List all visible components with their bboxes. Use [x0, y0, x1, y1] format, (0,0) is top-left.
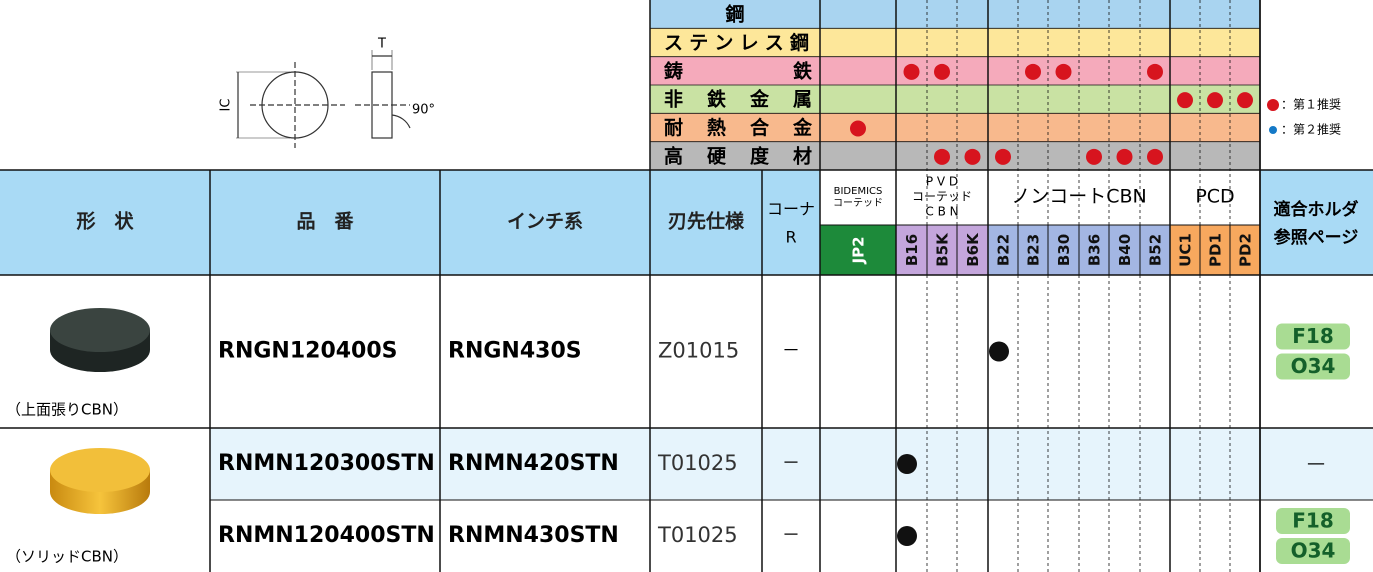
material-band	[650, 0, 1260, 29]
header-label: 適合ホルダ	[1274, 199, 1359, 220]
recommend-dot	[1055, 63, 1072, 80]
group-label: コーテッド	[833, 198, 883, 209]
grade-name: B6K	[964, 232, 982, 267]
recommend-dot	[1025, 63, 1041, 80]
header-label: インチ系	[507, 211, 583, 233]
recommend-dot	[995, 148, 1011, 165]
material-band	[650, 113, 1260, 142]
group-label: P V D	[926, 175, 958, 189]
group-bg	[896, 170, 988, 225]
grade-name: B23	[1025, 234, 1043, 266]
grade-name: B36	[1086, 234, 1104, 266]
header-label: 形 状	[76, 210, 134, 233]
material-name: 鋼	[724, 3, 744, 26]
group-bg	[988, 170, 1170, 225]
legend-dot	[1267, 99, 1279, 111]
legend-text: ：第２推奨	[1281, 123, 1341, 137]
recommend-dot	[1237, 92, 1253, 109]
header-bg	[1260, 170, 1373, 275]
grade-name: JP2	[850, 236, 868, 264]
row-dot	[897, 454, 917, 474]
recommend-dot	[1207, 92, 1223, 109]
edge-spec: T01025	[657, 451, 738, 475]
row-dot	[989, 341, 1009, 362]
inch-number: RNMN420STN	[448, 451, 619, 476]
grade-name: B16	[903, 234, 921, 266]
ic-label: IC	[219, 99, 234, 112]
grade-name: B40	[1116, 234, 1134, 266]
recommend-dot	[1147, 148, 1163, 165]
recommend-dot	[903, 63, 920, 80]
shape-caption: （上面張りCBN）	[6, 401, 128, 419]
recommend-dot	[934, 148, 950, 165]
inch-number: RNGN430S	[448, 339, 582, 364]
group-label: BIDEMICS	[834, 186, 883, 197]
t-label: T	[377, 37, 386, 52]
group-label: PCD	[1195, 186, 1234, 208]
group-label: コーテッド	[912, 190, 972, 204]
holder-badge[interactable]	[1276, 353, 1350, 380]
header-label: 参照ページ	[1274, 227, 1359, 248]
shape-caption: （ソリッドCBN）	[6, 548, 128, 566]
holder-badge[interactable]	[1276, 508, 1350, 534]
recommend-dot	[1177, 92, 1193, 109]
holder-none: —	[1307, 453, 1325, 474]
header-label: 刃先仕様	[668, 210, 745, 233]
edge-spec: T01025	[657, 523, 738, 547]
group-label: C B N	[925, 205, 958, 219]
recommend-dot	[934, 63, 950, 80]
material-band	[650, 56, 1260, 85]
holder-badge[interactable]	[1276, 323, 1350, 350]
insert-images	[50, 308, 150, 514]
corner-r: －	[782, 525, 800, 546]
holder-badge[interactable]	[1276, 538, 1350, 564]
holder-page: F18	[1292, 324, 1334, 348]
part-number: RNMN120400STN	[218, 523, 435, 548]
holder-page: F18	[1292, 509, 1334, 533]
grade-bg	[820, 225, 896, 275]
holder-page: O34	[1291, 354, 1336, 378]
group-label: ノンコートCBN	[1011, 186, 1147, 208]
part-number: RNMN120300STN	[218, 451, 435, 476]
grade-bg	[896, 225, 988, 275]
row-dot	[897, 526, 917, 546]
grade-name: PD2	[1237, 233, 1255, 267]
grade-name: UC1	[1177, 233, 1195, 267]
grade-name: B22	[995, 234, 1013, 266]
grade-bg	[1170, 225, 1260, 275]
grade-name: B5K	[934, 232, 952, 267]
header-label: コーナ	[767, 200, 815, 219]
header-label: 品 番	[296, 211, 354, 233]
recommend-dot	[1086, 148, 1102, 165]
material-band	[650, 85, 1260, 114]
corner-r: －	[782, 341, 800, 362]
header-label: R	[785, 228, 796, 247]
corner-r: －	[782, 453, 800, 474]
header-bg	[0, 170, 820, 275]
holder-page: O34	[1291, 539, 1336, 563]
recommend-dot	[1116, 148, 1133, 165]
inch-number: RNMN430STN	[448, 523, 619, 548]
legend-dot	[1269, 126, 1277, 134]
material-band	[650, 28, 1260, 57]
grade-name: B52	[1147, 234, 1165, 266]
dimension-diagram	[236, 50, 411, 148]
recommend-dot	[1147, 63, 1163, 80]
recommend-dot	[964, 148, 981, 165]
recommend-dot	[850, 120, 866, 137]
group-bg	[820, 170, 896, 225]
group-bg	[1170, 170, 1260, 225]
edge-spec: Z01015	[658, 339, 739, 363]
grade-name: PD1	[1207, 233, 1225, 267]
material-band	[650, 141, 1260, 170]
row-bg	[210, 428, 1373, 500]
grade-name: B30	[1055, 234, 1073, 266]
legend-text: ：第１推奨	[1281, 98, 1341, 112]
part-number: RNGN120400S	[218, 339, 398, 364]
angle-label: 90°	[412, 103, 435, 118]
